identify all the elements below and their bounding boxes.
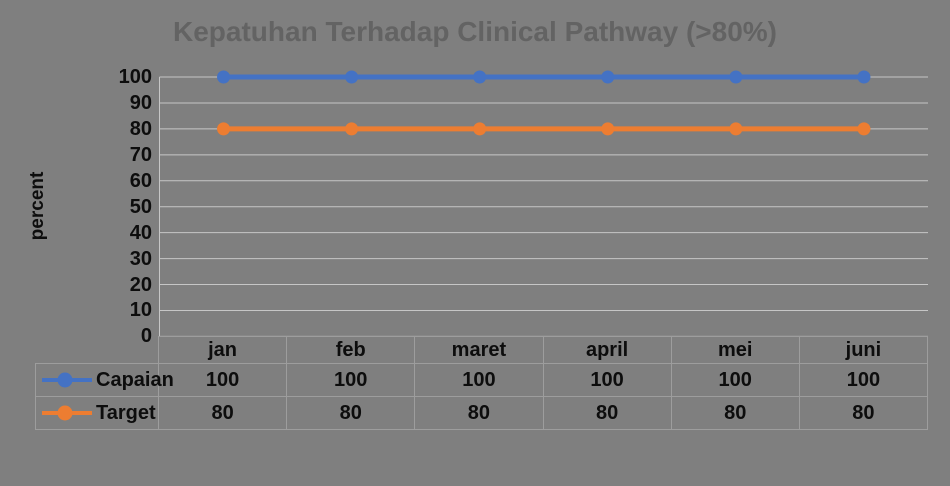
data-point-target <box>217 122 231 136</box>
table-value-cell: 80 <box>799 397 928 430</box>
table-header-cell: feb <box>287 336 416 364</box>
table-value-cell: 80 <box>415 397 544 430</box>
table-header-cell: juni <box>799 336 928 364</box>
table-value-cell: 80 <box>543 397 672 430</box>
table-value-cell: 80 <box>287 397 416 430</box>
y-tick-label: 100 <box>118 66 152 88</box>
data-point-capaian <box>217 70 231 84</box>
y-tick-label: 10 <box>129 299 152 322</box>
legend-label: Capaian <box>96 368 174 391</box>
data-point-target <box>345 122 359 136</box>
table-value-cell: 100 <box>799 364 928 397</box>
y-tick-label: 0 <box>140 325 152 348</box>
y-tick-label: 50 <box>129 195 152 218</box>
table-value-cell: 80 <box>159 397 288 430</box>
table-value-cell: 100 <box>159 364 288 397</box>
table-value-cell: 100 <box>287 364 416 397</box>
y-tick-label: 70 <box>129 143 152 166</box>
y-tick-label: 80 <box>129 117 152 140</box>
table-header-cell: mei <box>671 336 800 364</box>
chart-title: Kepatuhan Terhadap Clinical Pathway (>80… <box>173 16 777 47</box>
y-tick-label: 40 <box>129 221 152 244</box>
data-point-target <box>857 122 871 136</box>
table-value-cell: 80 <box>671 397 800 430</box>
table-header-cell: jan <box>159 336 288 364</box>
legend-key-capaian-icon <box>42 372 92 388</box>
data-point-capaian <box>857 70 871 84</box>
table-corner-cell <box>35 336 159 364</box>
data-point-capaian <box>345 70 359 84</box>
table-header-cell: maret <box>415 336 544 364</box>
data-table: jan feb maret april mei juni Capaian 100 100 100 1… <box>35 336 928 430</box>
y-tick-label: 20 <box>129 273 152 296</box>
data-point-capaian <box>601 70 615 84</box>
legend-cell-capaian: Capaian <box>35 364 174 397</box>
data-point-target <box>601 122 615 136</box>
table-value-cell: 100 <box>415 364 544 397</box>
data-point-capaian <box>473 70 487 84</box>
data-point-capaian <box>729 70 743 84</box>
legend-label: Target <box>96 401 156 424</box>
table-value-cell: 100 <box>543 364 672 397</box>
table-header-cell: april <box>543 336 672 364</box>
legend-key-target-icon <box>42 405 92 421</box>
y-tick-label: 30 <box>129 247 152 270</box>
y-tick-label: 90 <box>129 91 152 114</box>
table-value-cell: 100 <box>671 364 800 397</box>
data-point-target <box>473 122 487 136</box>
y-tick-label: 60 <box>129 169 152 192</box>
data-point-target <box>729 122 743 136</box>
legend-cell-target: Target <box>35 397 159 430</box>
